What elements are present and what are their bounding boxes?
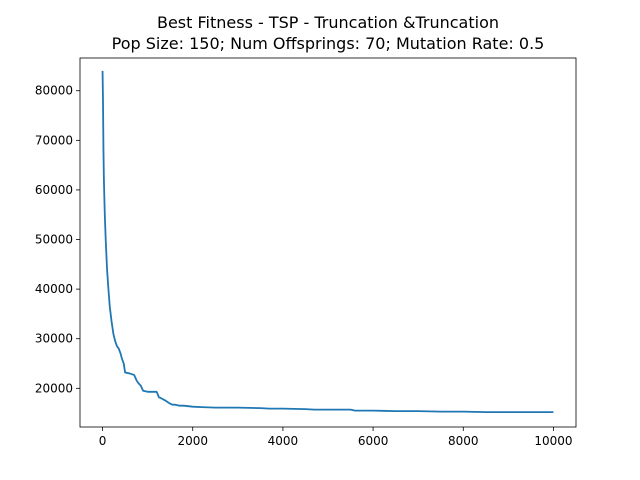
chart-subtitle: Pop Size: 150; Num Offsprings: 70; Mutat…	[112, 34, 545, 53]
chart-title: Best Fitness - TSP - Truncation &Truncat…	[157, 13, 499, 32]
y-tick-label: 60000	[35, 183, 73, 197]
y-tick-label: 50000	[35, 233, 73, 247]
x-tick-label: 4000	[268, 434, 299, 448]
y-tick-label: 80000	[35, 84, 73, 98]
y-tick-label: 20000	[35, 381, 73, 395]
x-tick-label: 6000	[358, 434, 389, 448]
y-tick-label: 40000	[35, 282, 73, 296]
x-tick-label: 8000	[448, 434, 479, 448]
y-axis: 20000 30000 40000 50000 60000 70000 80000	[35, 84, 80, 395]
x-tick-label: 2000	[177, 434, 208, 448]
plot-frame	[79, 57, 577, 428]
series-line	[101, 70, 554, 414]
x-axis: 0 2000 4000 6000 8000 10000	[99, 427, 573, 448]
x-tick-label: 10000	[534, 434, 572, 448]
x-tick-label: 0	[99, 434, 107, 448]
y-tick-label: 70000	[35, 133, 73, 147]
y-tick-label: 30000	[35, 332, 73, 346]
